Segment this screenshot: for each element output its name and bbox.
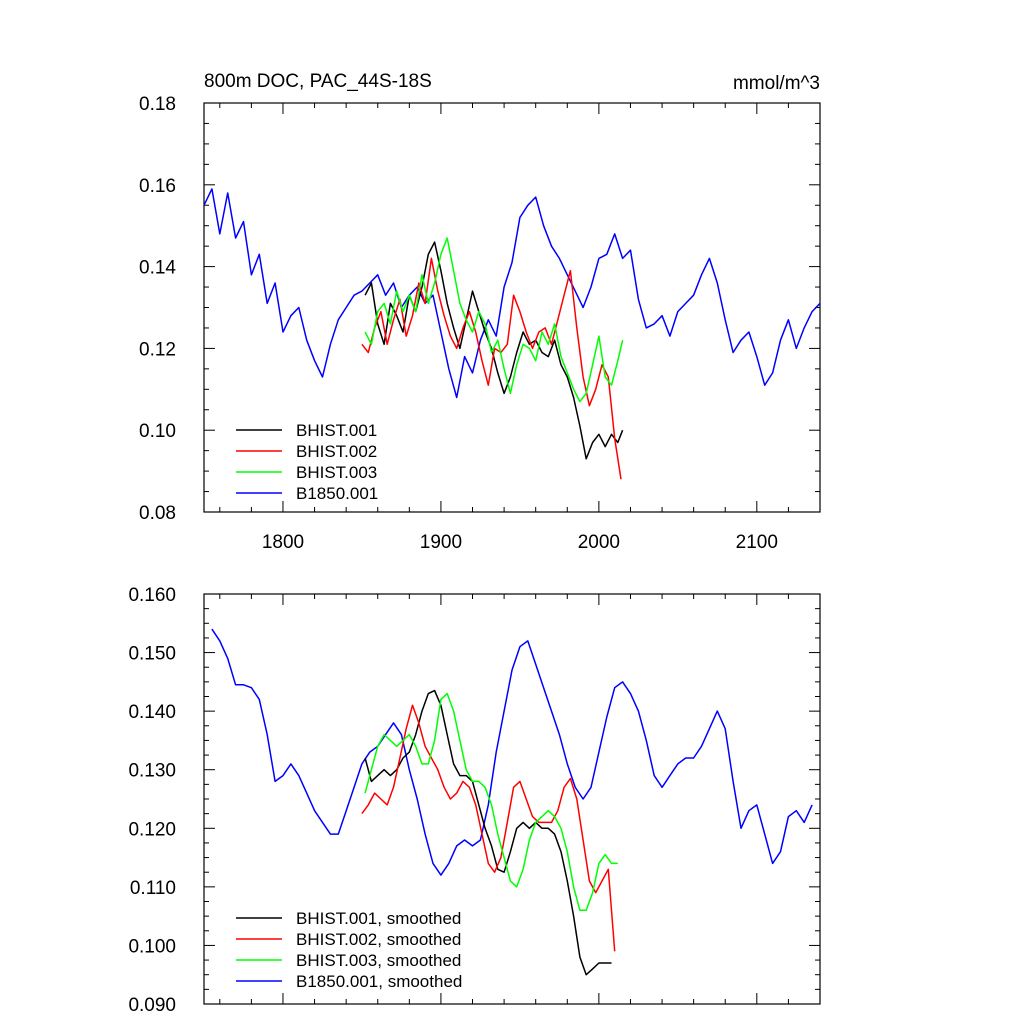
series-line-bhist-003 [364,237,624,403]
y-tick-label: 0.12 [139,339,176,360]
x-tick-label: 1900 [420,532,462,553]
y-tick-label: 0.140 [128,702,176,723]
series-line-bhist-001-smoothed [364,689,612,976]
y-tick-label: 0.110 [130,878,176,899]
series-line-b1850-001-smoothed [211,628,813,876]
y-tick-label: 0.160 [128,585,176,606]
series-line-bhist-003-smoothed [364,692,618,912]
y-tick-label: 0.10 [139,421,176,442]
legend-label-bhist-002-smoothed: BHIST.002, smoothed [296,930,461,949]
legend-label-bhist-003: BHIST.003 [296,463,377,482]
y-tick-label: 0.14 [139,258,176,279]
legend-label-bhist-001: BHIST.001 [296,421,377,440]
y-tick-label: 0.18 [139,94,176,115]
y-tick-label: 0.16 [139,176,176,197]
legend-label-b1850-001: B1850.001 [296,484,378,503]
y-tick-label: 0.090 [128,995,176,1016]
x-tick-label: 1800 [262,532,304,553]
legend-label-bhist-002: BHIST.002 [296,442,377,461]
y-tick-label: 0.150 [128,644,176,665]
units-label: mmol/m^3 [733,73,820,94]
y-tick-label: 0.08 [139,503,176,524]
x-tick-label: 2000 [578,532,620,553]
y-tick-label: 0.100 [128,936,176,957]
series-line-bhist-002 [361,257,622,480]
y-tick-label: 0.130 [128,761,176,782]
panel-top: 1800 1900 2000 2100 0.08 0.10 0.12 0.14 0.16 0.18… [139,71,821,553]
legend-label-b1850-001-smoothed: B1850.001, smoothed [296,972,462,991]
legend-label-bhist-001-smoothed: BHIST.001, smoothed [296,909,461,928]
panel-bottom: 0.090 0.100 0.110 0.120 0.130 0.140 0.150 0.160… [128,585,821,1016]
x-tick-label: 2100 [736,532,778,553]
y-tick-label: 0.120 [128,819,176,840]
series-line-b1850-001 [204,188,820,399]
chart-title: 800m DOC, PAC_44S-18S [204,71,432,92]
series-line-bhist-001 [364,241,624,460]
legend-label-bhist-003-smoothed: BHIST.003, smoothed [296,951,461,970]
